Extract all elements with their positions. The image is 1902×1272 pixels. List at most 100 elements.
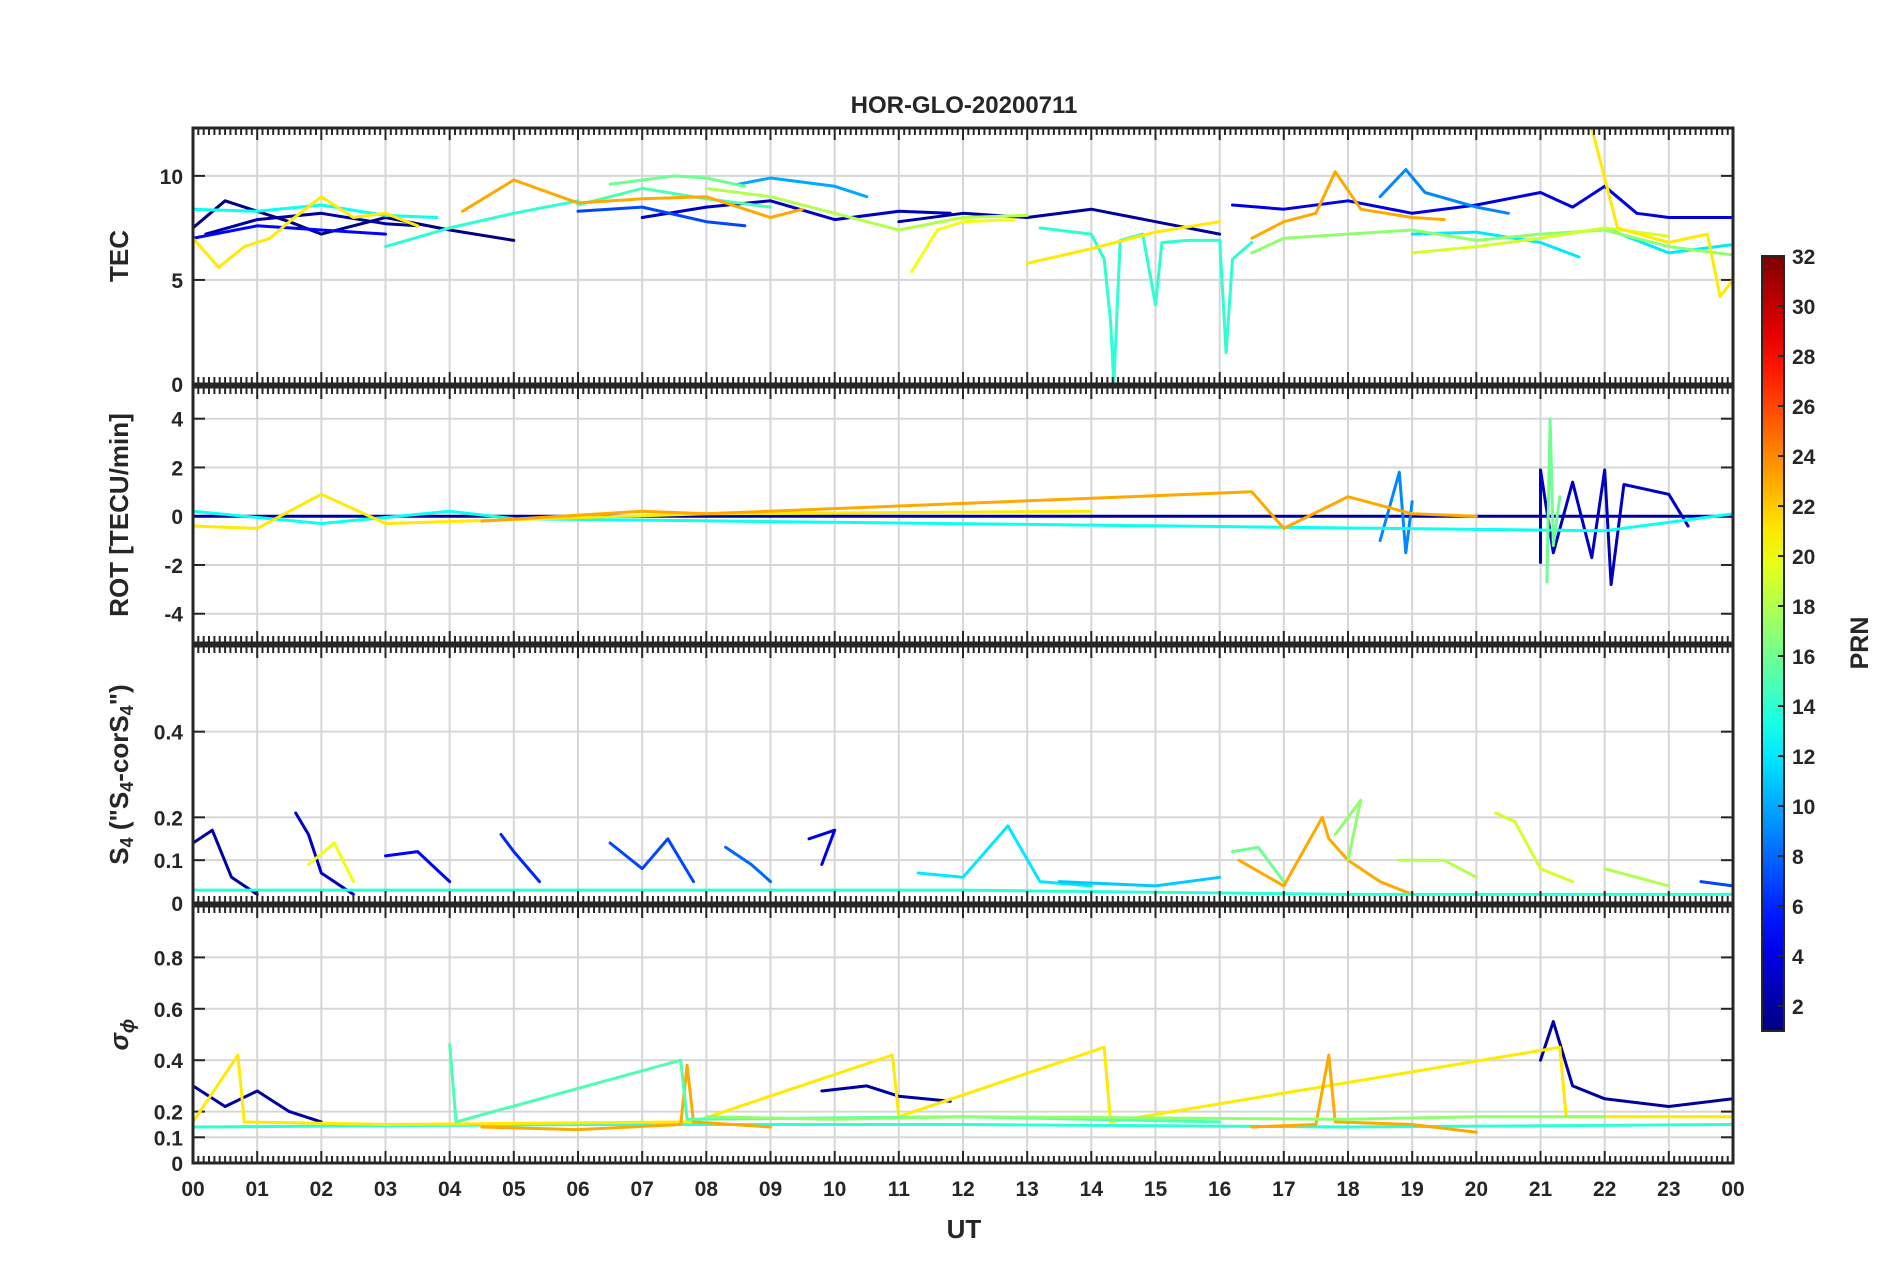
x-minor-ticks bbox=[197, 387, 1729, 643]
y-tick-label: 0.1 bbox=[154, 850, 184, 873]
axes-frame bbox=[191, 385, 1735, 645]
series-prn-11 bbox=[1057, 875, 1222, 888]
colorbar-tick-label: 24 bbox=[1792, 446, 1816, 469]
x-tick-label: 11 bbox=[888, 1178, 911, 1201]
series-prn-12 bbox=[916, 824, 1093, 888]
series-prn-17 bbox=[704, 1115, 1607, 1121]
x-minor-ticks bbox=[197, 128, 1729, 384]
x-tick-label: 20 bbox=[1465, 1178, 1488, 1201]
y-axis-title: S4 ("S4-corS4") bbox=[104, 684, 137, 864]
y-tick-label: 10 bbox=[160, 166, 183, 189]
series-prn-14 bbox=[1038, 226, 1254, 384]
series-prn-20 bbox=[307, 841, 355, 884]
series-prn-6 bbox=[499, 833, 541, 884]
series-prn-23 bbox=[461, 178, 805, 219]
series-prn-2 bbox=[1539, 1020, 1733, 1108]
y-tick-label: 0.2 bbox=[154, 1102, 183, 1125]
y-tick-label: -4 bbox=[164, 604, 183, 627]
x-tick-label: 00 bbox=[1721, 1178, 1744, 1201]
colorbar-tick-label: 30 bbox=[1792, 296, 1815, 319]
x-tick-label: 01 bbox=[245, 1178, 269, 1201]
series-prn-18 bbox=[1603, 867, 1671, 888]
x-tick-label: 02 bbox=[310, 1178, 333, 1201]
series-prn-18 bbox=[1397, 858, 1478, 879]
series-prn-3 bbox=[294, 811, 355, 896]
colorbar-tick-label: 32 bbox=[1792, 246, 1815, 269]
x-tick-label: 07 bbox=[630, 1178, 653, 1201]
series-prn-23 bbox=[1250, 1053, 1478, 1134]
y-tick-label: 0.4 bbox=[154, 1050, 184, 1073]
series-prn-18 bbox=[704, 186, 1029, 232]
series-group bbox=[193, 417, 1733, 586]
series-prn-2 bbox=[193, 1084, 323, 1124]
series-prn-21 bbox=[193, 492, 1093, 530]
colorbar-tick-label: 2 bbox=[1792, 996, 1804, 1019]
x-tick-label: 04 bbox=[438, 1178, 462, 1201]
series-prn-2 bbox=[820, 1084, 952, 1103]
panel-rot: -4 -2 0 2 4 ROT [TECU/min] bbox=[104, 385, 1735, 645]
y-tick-label: 0.8 bbox=[154, 947, 184, 970]
colorbar-tick-label: 26 bbox=[1792, 396, 1815, 419]
series-prn-5 bbox=[384, 850, 452, 884]
series-prn-17 bbox=[1250, 228, 1733, 257]
x-tick-label: 19 bbox=[1400, 1178, 1423, 1201]
x-tick-label: 21 bbox=[1529, 1178, 1553, 1201]
x-tick-label: 12 bbox=[951, 1178, 974, 1201]
x-tick-label: 09 bbox=[759, 1178, 782, 1201]
series-prn-16 bbox=[1231, 845, 1286, 884]
x-tick-label: 14 bbox=[1080, 1178, 1104, 1201]
series-prn-14 bbox=[384, 199, 580, 249]
series-prn-21 bbox=[193, 1045, 1733, 1126]
x-axis: 00 01 02 03 04 05 06 07 08 09 10 11 12 13 14 15 16 17 18 19… bbox=[181, 1178, 1744, 1201]
panel-sigma_phi: 0 0.10.2 0.4 0.6 0.8 σϕ bbox=[104, 904, 1735, 1176]
x-tick-label: 10 bbox=[823, 1178, 846, 1201]
x-tick-label: 13 bbox=[1015, 1178, 1038, 1201]
series-prn-7 bbox=[576, 205, 747, 228]
series-prn-21 bbox=[193, 195, 420, 269]
axes-frame bbox=[191, 644, 1735, 905]
series-prn-2 bbox=[193, 828, 259, 896]
series-prn-7 bbox=[1699, 880, 1733, 888]
series-prn-13 bbox=[193, 509, 1733, 533]
series-prn-2 bbox=[897, 207, 1222, 236]
x-tick-label: 08 bbox=[695, 1178, 719, 1201]
y-tick-label: 4 bbox=[171, 409, 183, 432]
x-tick-label: 18 bbox=[1336, 1178, 1360, 1201]
figure-title: HOR-GLO-20200711 bbox=[851, 92, 1078, 119]
series-prn-4 bbox=[1231, 184, 1733, 219]
y-tick-label: 5 bbox=[171, 270, 183, 293]
y-axis-title: σϕ bbox=[104, 1019, 139, 1051]
x-tick-label: 22 bbox=[1593, 1178, 1616, 1201]
panel-tec: 0 5 10 TEC bbox=[104, 126, 1735, 397]
x-minor-ticks bbox=[197, 646, 1729, 903]
series-prn-19 bbox=[1494, 811, 1575, 884]
series-prn-4 bbox=[807, 828, 837, 866]
y-tick-label: 0 bbox=[171, 893, 183, 916]
colorbar-tick-label: 18 bbox=[1792, 596, 1816, 619]
colorbar-tick-label: 22 bbox=[1792, 496, 1815, 519]
colorbar-tick-label: 16 bbox=[1792, 646, 1815, 669]
series-prn-16 bbox=[1545, 417, 1562, 584]
series-prn-17 bbox=[1333, 798, 1363, 862]
x-tick-label: 17 bbox=[1272, 1178, 1295, 1201]
series-prn-20 bbox=[910, 218, 1016, 274]
series-group bbox=[193, 1020, 1733, 1134]
y-tick-label: 0 bbox=[171, 506, 183, 529]
x-tick-label: 23 bbox=[1657, 1178, 1680, 1201]
series-group bbox=[193, 128, 1733, 384]
colorbar-tick-label: 6 bbox=[1792, 896, 1804, 919]
y-tick-label: 2 bbox=[171, 457, 183, 480]
series-prn-21 bbox=[1025, 220, 1222, 265]
x-tick-label: 03 bbox=[374, 1178, 397, 1201]
series-prn-10 bbox=[736, 176, 869, 199]
series-prn-15 bbox=[576, 186, 772, 209]
series-prn-21 bbox=[1590, 128, 1733, 299]
colorbar-tick-label: 28 bbox=[1792, 346, 1816, 369]
series-prn-23 bbox=[480, 490, 1478, 530]
x-tick-label: 05 bbox=[502, 1178, 526, 1201]
series-prn-12 bbox=[1603, 226, 1733, 255]
x-axis-title: UT bbox=[947, 1214, 982, 1244]
